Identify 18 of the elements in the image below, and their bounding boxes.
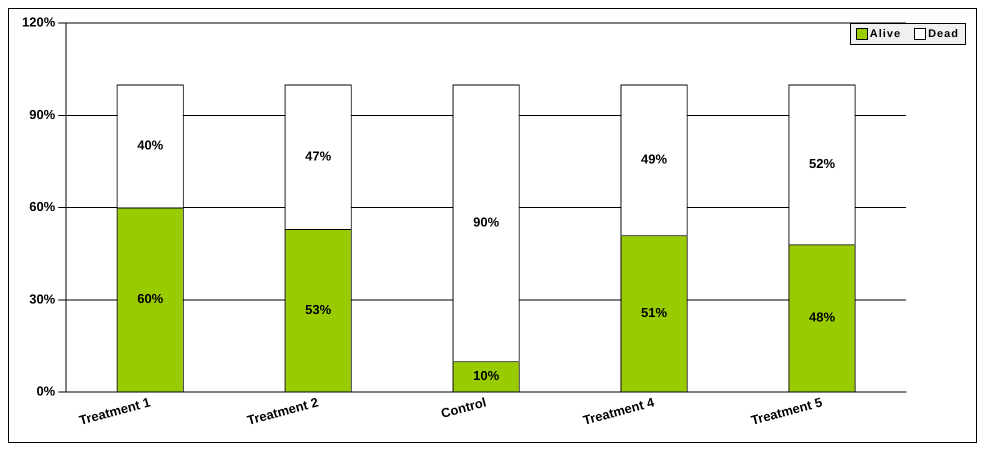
data-label: 40%	[137, 138, 164, 153]
data-label: 60%	[137, 291, 164, 306]
data-label: 90%	[473, 214, 500, 230]
legend-label: Alive	[870, 28, 902, 40]
data-label: 51%	[641, 304, 668, 320]
y-tick-label: 30%	[29, 291, 56, 306]
x-tick-label: Control	[439, 394, 488, 421]
y-tick-label: 60%	[29, 199, 56, 214]
data-label: 48%	[809, 310, 836, 325]
y-tick-label: 120%	[22, 14, 56, 30]
legend-label: Dead	[928, 28, 959, 40]
y-tick-label: 90%	[29, 106, 56, 122]
data-label: 47%	[305, 148, 332, 164]
data-label: 52%	[809, 156, 836, 172]
y-tick-label: 0%	[36, 384, 56, 399]
data-label: 53%	[305, 302, 332, 317]
data-label: 49%	[641, 151, 668, 166]
data-label: 10%	[473, 368, 500, 383]
